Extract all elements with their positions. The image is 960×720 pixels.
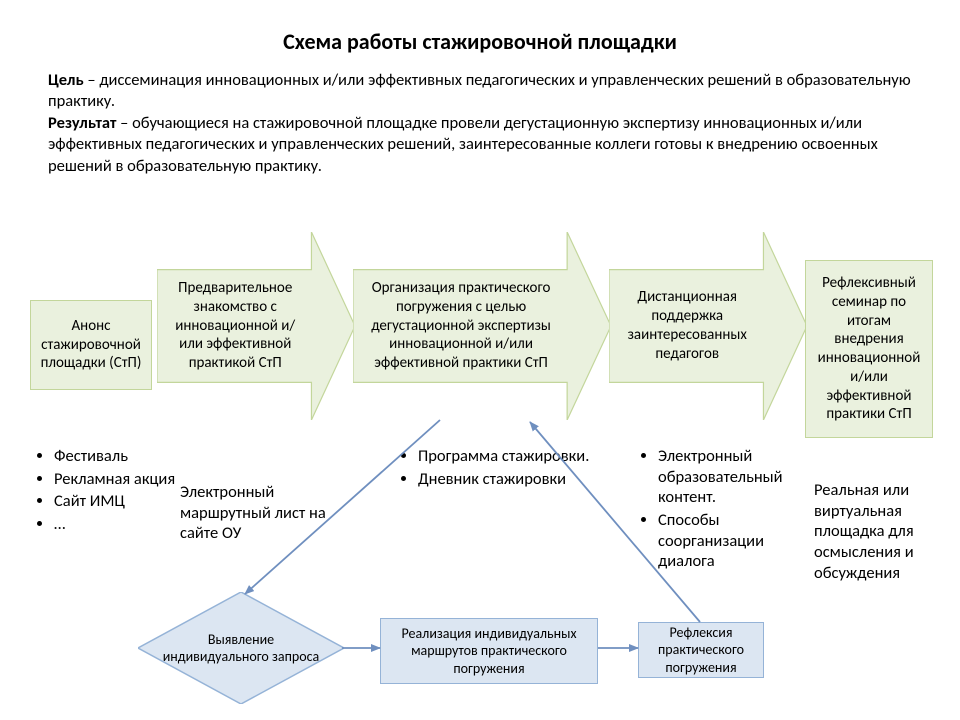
subflow-diamond: Выявление индивидуального запроса [138, 592, 344, 704]
intro-block: Цель – диссеминация инновационных и/или … [48, 70, 912, 177]
flow-seminar-text: Рефлексивный семинар по итогам внедрения… [814, 274, 924, 424]
goal-text: – диссеминация инновационных и/или эффек… [48, 70, 911, 111]
annotation-item: … [54, 514, 176, 535]
subflow-reflection-text: Рефлексия практического погружения [643, 624, 759, 677]
flow-seminar: Рефлексивный семинар по итогам внедрения… [805, 260, 933, 438]
annotation-item: Способы соорганизации диалога [658, 510, 810, 572]
flow-announce: Анонс стажировочной площадки (СтП) [30, 300, 152, 390]
flow-organization: Организация практического погружения с ц… [353, 232, 611, 420]
annotation-item: Программа стажировки. [418, 446, 590, 467]
annotation-col3: Программа стажировки.Дневник стажировки [400, 446, 590, 491]
flow-remote-text: Дистанционная поддержка заинтересованных… [615, 270, 759, 383]
annotation-col4: Электронный образовательный контент.Спос… [640, 446, 810, 574]
goal-label: Цель [48, 70, 84, 90]
subflow-reflection: Рефлексия практического погружения [638, 622, 764, 678]
annotation-col1: ФестивальРекламная акцияСайт ИМЦ… [36, 446, 176, 537]
annotation-item: Электронный образовательный контент. [658, 446, 810, 508]
flow-remote: Дистанционная поддержка заинтересованных… [609, 232, 807, 420]
annotation-item: Рекламная акция [54, 469, 176, 490]
flow-organization-text: Организация практического погружения с ц… [359, 270, 563, 383]
annotation-item: Фестиваль [54, 446, 176, 467]
flow-preliminary-text: Предварительное знакомство с инновационн… [163, 270, 307, 383]
page-title: Схема работы стажировочной площадки [0, 28, 960, 55]
annotation-item: Сайт ИМЦ [54, 491, 176, 512]
subflow-routes-text: Реализация индивидуальных маршрутов прак… [387, 625, 591, 678]
annotation-item: Дневник стажировки [418, 469, 590, 490]
result-text: – обучающиеся на стажировочной площадке … [48, 113, 878, 176]
result-label: Результат [48, 113, 116, 133]
annotation-col5: Реальная или виртуальная площадка для ос… [814, 480, 944, 583]
subflow-routes: Реализация индивидуальных маршрутов прак… [380, 618, 598, 684]
annotation-col2: Электронный маршрутный лист на сайте ОУ [180, 482, 350, 544]
flow-preliminary: Предварительное знакомство с инновационн… [157, 232, 355, 420]
flow-announce-text: Анонс стажировочной площадки (СтП) [39, 317, 143, 373]
subflow-diamond-text: Выявление индивидуального запроса [138, 592, 344, 704]
